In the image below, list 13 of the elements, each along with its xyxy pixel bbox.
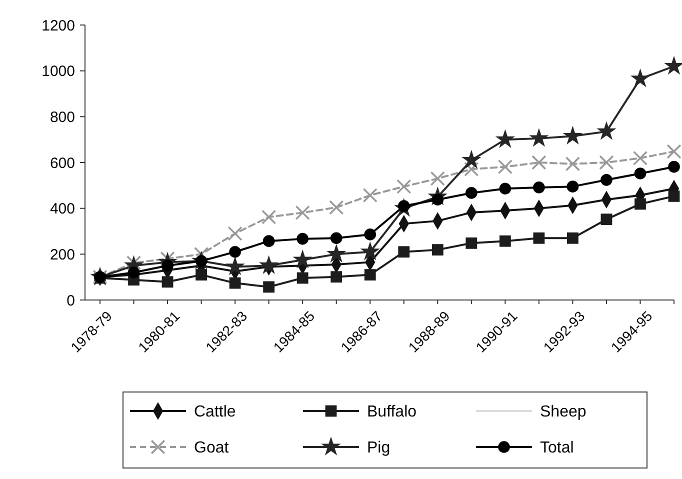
legend-label: Pig [367, 440, 390, 457]
y-tick-label: 1000 [42, 63, 75, 80]
y-tick-label: 1200 [42, 17, 75, 34]
legend-label: Goat [194, 440, 230, 457]
legend-label: Total [540, 440, 574, 457]
legend-label: Cattle [194, 404, 236, 421]
legend-label: Sheep [540, 404, 586, 421]
y-tick-label: 200 [50, 246, 75, 264]
y-tick-label: 0 [66, 292, 75, 310]
y-tick-label: 600 [50, 154, 75, 172]
y-tick-label: 800 [50, 108, 75, 126]
y-tick-label: 400 [50, 200, 75, 218]
legend-label: Buffalo [367, 404, 417, 421]
